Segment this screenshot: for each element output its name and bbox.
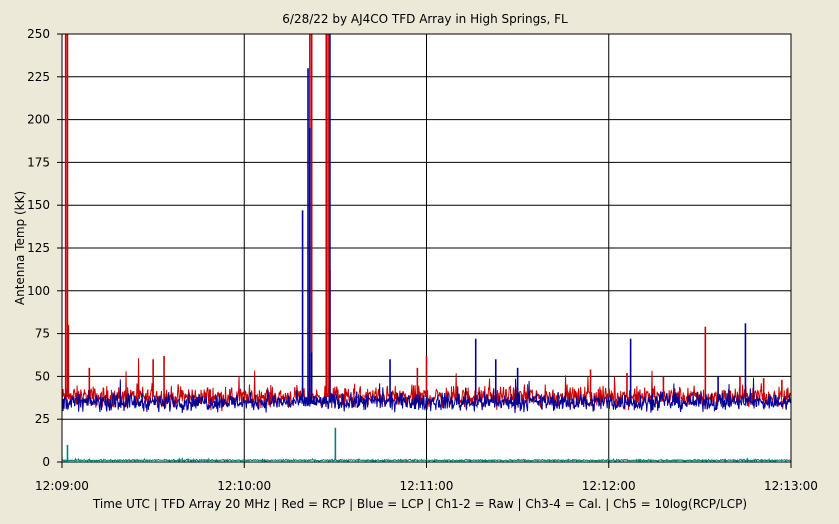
x-tick-label: 12:10:00	[217, 479, 271, 493]
series-layer	[61, 34, 792, 463]
y-tick-label: 125	[27, 241, 50, 255]
y-tick-label: 25	[35, 412, 50, 426]
y-tick-label: 175	[27, 155, 50, 169]
y-tick-label: 50	[35, 369, 50, 383]
y-tick-label: 250	[27, 27, 50, 41]
y-axis-label: Antenna Temp (kK)	[13, 191, 27, 305]
x-axis-ticks: 12:09:00 12:10:00 12:11:00 12:12:00 12:13:00	[35, 462, 818, 493]
x-tick-label: 12:12:00	[582, 479, 636, 493]
x-tick-label: 12:11:00	[400, 479, 454, 493]
y-tick-label: 0	[42, 455, 50, 469]
chart-title: 6/28/22 by AJ4CO TFD Array in High Sprin…	[282, 12, 568, 26]
series-1-line	[61, 377, 792, 414]
y-tick-label: 100	[27, 284, 50, 298]
series-2-line	[61, 456, 792, 463]
y-tick-label: 200	[27, 113, 50, 127]
x-axis-label: Time UTC | TFD Array 20 MHz | Red = RCP …	[92, 497, 747, 511]
y-tick-label: 75	[35, 327, 50, 341]
y-tick-label: 150	[27, 198, 50, 212]
x-tick-label: 12:13:00	[764, 479, 818, 493]
y-tick-label: 225	[27, 70, 50, 84]
y-axis-ticks: 0 25 50 75 100 125 150 175 200 225 250	[27, 27, 62, 469]
x-tick-label: 12:09:00	[35, 479, 89, 493]
